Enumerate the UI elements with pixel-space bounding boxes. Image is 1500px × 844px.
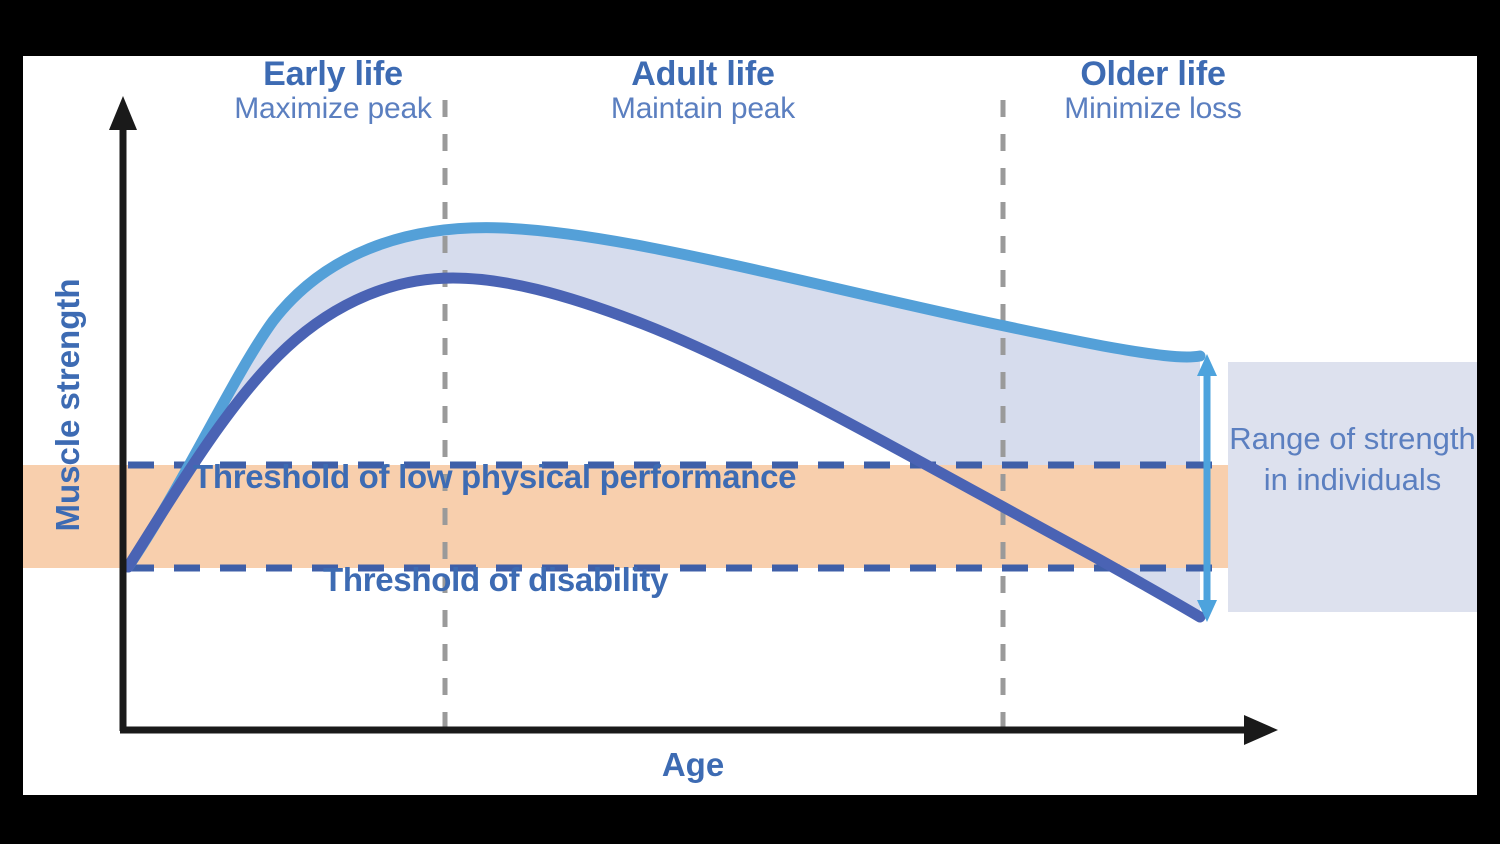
y-axis: [109, 96, 137, 731]
phase-subtitle-adult-life: Maintain peak: [610, 91, 796, 125]
chart-canvas: Early life Maximize peak Adult life Main…: [23, 56, 1477, 795]
range-of-strength-arrow: [1197, 354, 1217, 622]
threshold-low-performance-label: Threshold of low physical performance: [193, 458, 797, 495]
threshold-disability-label: Threshold of disability: [323, 561, 669, 598]
range-of-strength-fill: [128, 227, 1200, 618]
curve-low-trajectory: [122, 272, 1206, 623]
phase-title-adult-life: Adult life: [631, 55, 775, 93]
legend-range-of-strength-label: Range of strength in individuals: [1229, 421, 1476, 498]
x-axis: [120, 715, 1278, 745]
phase-header-older-life: Older life Minimize loss: [1003, 56, 1303, 125]
legend-range-of-strength: Range of strength in individuals: [1228, 362, 1477, 612]
x-axis-label: Age: [661, 746, 725, 783]
phase-title-older-life: Older life: [1080, 55, 1226, 93]
phase-header-early-life: Early life Maximize peak: [183, 56, 483, 125]
y-axis-label: Muscle strength: [49, 278, 86, 532]
curve-high-trajectory: [122, 222, 1206, 573]
phase-subtitle-older-life: Minimize loss: [1064, 91, 1242, 125]
phase-subtitle-early-life: Maximize peak: [234, 91, 432, 125]
phase-header-adult-life: Adult life Maintain peak: [553, 56, 853, 125]
phase-title-early-life: Early life: [263, 55, 403, 93]
